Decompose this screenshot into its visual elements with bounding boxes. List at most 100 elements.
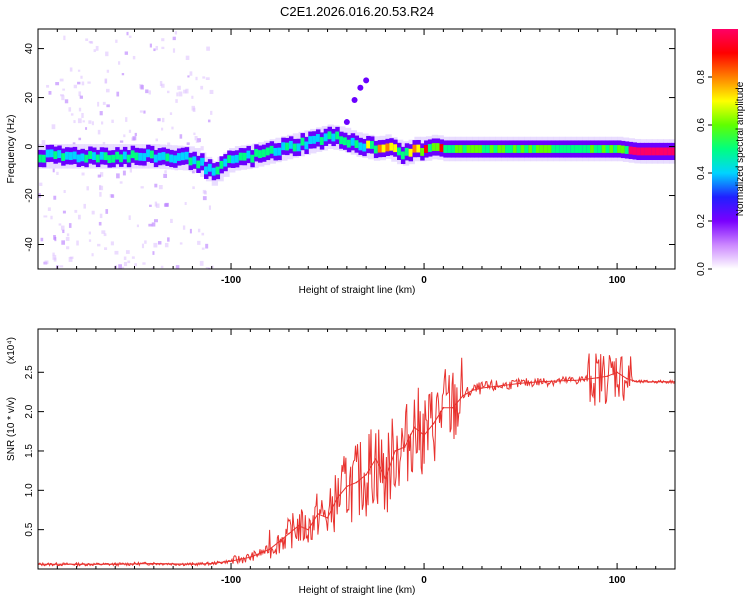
spectrogram-noise-cell: [105, 209, 109, 214]
spectrogram-cell: [184, 151, 190, 160]
spectrogram-noise-cell: [88, 120, 92, 124]
spectrogram-outlier: [357, 84, 364, 91]
spectrogram-cell: [153, 154, 159, 163]
spectrogram-x-tick-label: 100: [609, 275, 626, 286]
spectrogram-cell: [76, 154, 82, 163]
spectrogram-cell: [327, 131, 333, 140]
spectrogram-noise-cell: [114, 250, 119, 255]
spectrogram-cell: [346, 139, 352, 148]
spectrogram-noise-cell: [77, 118, 82, 124]
spectrogram-noise-cell: [85, 127, 88, 130]
spectrogram-noise-cell: [79, 95, 83, 99]
spectrogram-cell: [424, 145, 429, 153]
spectrogram-noise-cell: [159, 81, 163, 87]
spectrogram-cell: [373, 145, 379, 154]
spectrogram-noise-cell: [74, 209, 78, 213]
snr-data-point: [297, 524, 300, 527]
snr-data-point: [268, 548, 271, 551]
spectrogram-noise-cell: [114, 265, 117, 269]
spectrogram-noise-cell: [185, 88, 189, 94]
spectrogram-noise-cell: [52, 252, 55, 256]
spectrogram-noise-cell: [153, 219, 158, 223]
spectrogram-noise-cell: [191, 105, 195, 111]
spectrogram-cell: [435, 143, 441, 151]
spectrogram-noise-cell: [97, 129, 101, 135]
spectrogram-cell: [563, 145, 568, 153]
spectrogram-cell: [454, 145, 460, 153]
spectrogram-noise-cell: [85, 38, 89, 41]
spectrogram-noise-cell: [81, 113, 84, 118]
spectrogram-noise-cell: [172, 36, 176, 41]
spectrogram-cell: [192, 156, 197, 165]
spectrogram-noise-cell: [170, 218, 173, 223]
spectrogram-noise-cell: [121, 266, 125, 269]
spectrogram-cell: [462, 145, 468, 153]
snr-data-point: [471, 389, 474, 392]
spectrogram-noise-cell: [209, 89, 214, 94]
snr-y-tick-label: 2.0: [24, 404, 35, 418]
spectrogram-noise-cell: [179, 242, 183, 245]
spectrogram-noise-cell: [66, 233, 70, 237]
spectrogram-cell: [636, 147, 641, 156]
spectrogram-noise-cell: [104, 78, 108, 84]
spectrogram-noise-cell: [161, 127, 164, 131]
spectrogram-cell: [478, 145, 483, 153]
snr-data-point: [539, 380, 541, 383]
spectrogram-noise-cell: [122, 170, 126, 176]
snr-data-point: [346, 485, 348, 488]
spectrogram-noise-cell: [128, 35, 132, 38]
spectrogram-noise-cell: [115, 39, 118, 43]
snr-data-point: [403, 446, 406, 448]
spectrogram-noise-cell: [52, 168, 55, 173]
colorbar-label: Normalized spectral amplitude: [735, 81, 746, 216]
spectrogram-y-tick-label: -20: [24, 188, 35, 203]
spectrogram-noise-cell: [51, 124, 56, 130]
spectrogram-noise-cell: [99, 191, 102, 197]
spectrogram-noise-cell: [73, 120, 76, 124]
spectrogram-cell: [176, 153, 182, 161]
spectrogram-noise-cell: [140, 186, 144, 189]
spectrogram-cell: [366, 140, 371, 149]
spectrogram-cell: [211, 167, 217, 176]
spectrogram-noise-cell: [175, 99, 178, 103]
spectrogram-noise-cell: [93, 49, 96, 53]
spectrogram-noise-cell: [172, 48, 176, 53]
colorbar-gradient: [712, 29, 738, 269]
spectrogram-cell: [315, 134, 321, 142]
spectrogram-noise-cell: [207, 119, 211, 123]
snr-data-point: [278, 540, 281, 543]
spectrogram-noise-cell: [182, 225, 186, 230]
spectrogram-cell: [493, 145, 499, 153]
spectrogram-cell: [439, 144, 444, 152]
snr-scale-label: (x10⁴): [6, 337, 17, 364]
spectrogram-noise-cell: [78, 137, 82, 141]
spectrogram-cell: [161, 152, 166, 160]
spectrogram-noise-cell: [206, 46, 210, 51]
spectrogram-noise-cell: [211, 265, 214, 269]
spectrogram-noise-cell: [76, 240, 79, 246]
spectrogram-cell: [300, 137, 305, 146]
snr-data-point: [375, 458, 377, 460]
spectrogram-cell: [389, 142, 394, 151]
spectrogram-noise-cell: [193, 132, 196, 136]
spectrogram-x-axis-label: Height of straight line (km): [299, 285, 416, 296]
snr-y-tick-label: 1.5: [24, 444, 35, 458]
spectrogram-cell: [107, 155, 112, 163]
spectrogram-cell: [593, 145, 599, 153]
spectrogram-noise-cell: [121, 73, 125, 76]
spectrogram-noise-cell: [152, 251, 155, 255]
spectrogram-noise-cell: [149, 43, 152, 48]
spectrogram-cell: [223, 158, 228, 167]
spectrogram-noise-cell: [205, 77, 210, 80]
snr-data-point: [394, 450, 396, 452]
spectrogram-cell: [547, 145, 553, 153]
spectrogram-noise-cell: [196, 138, 201, 143]
snr-x-tick-label: 100: [609, 575, 626, 586]
spectrogram-noise-cell: [194, 136, 198, 141]
spectrogram-halo-cell: [675, 139, 681, 163]
spectrogram-noise-cell: [97, 101, 100, 107]
spectrogram-cell: [559, 145, 564, 153]
spectrogram-noise-cell: [140, 85, 144, 90]
spectrogram-cell: [80, 153, 85, 162]
